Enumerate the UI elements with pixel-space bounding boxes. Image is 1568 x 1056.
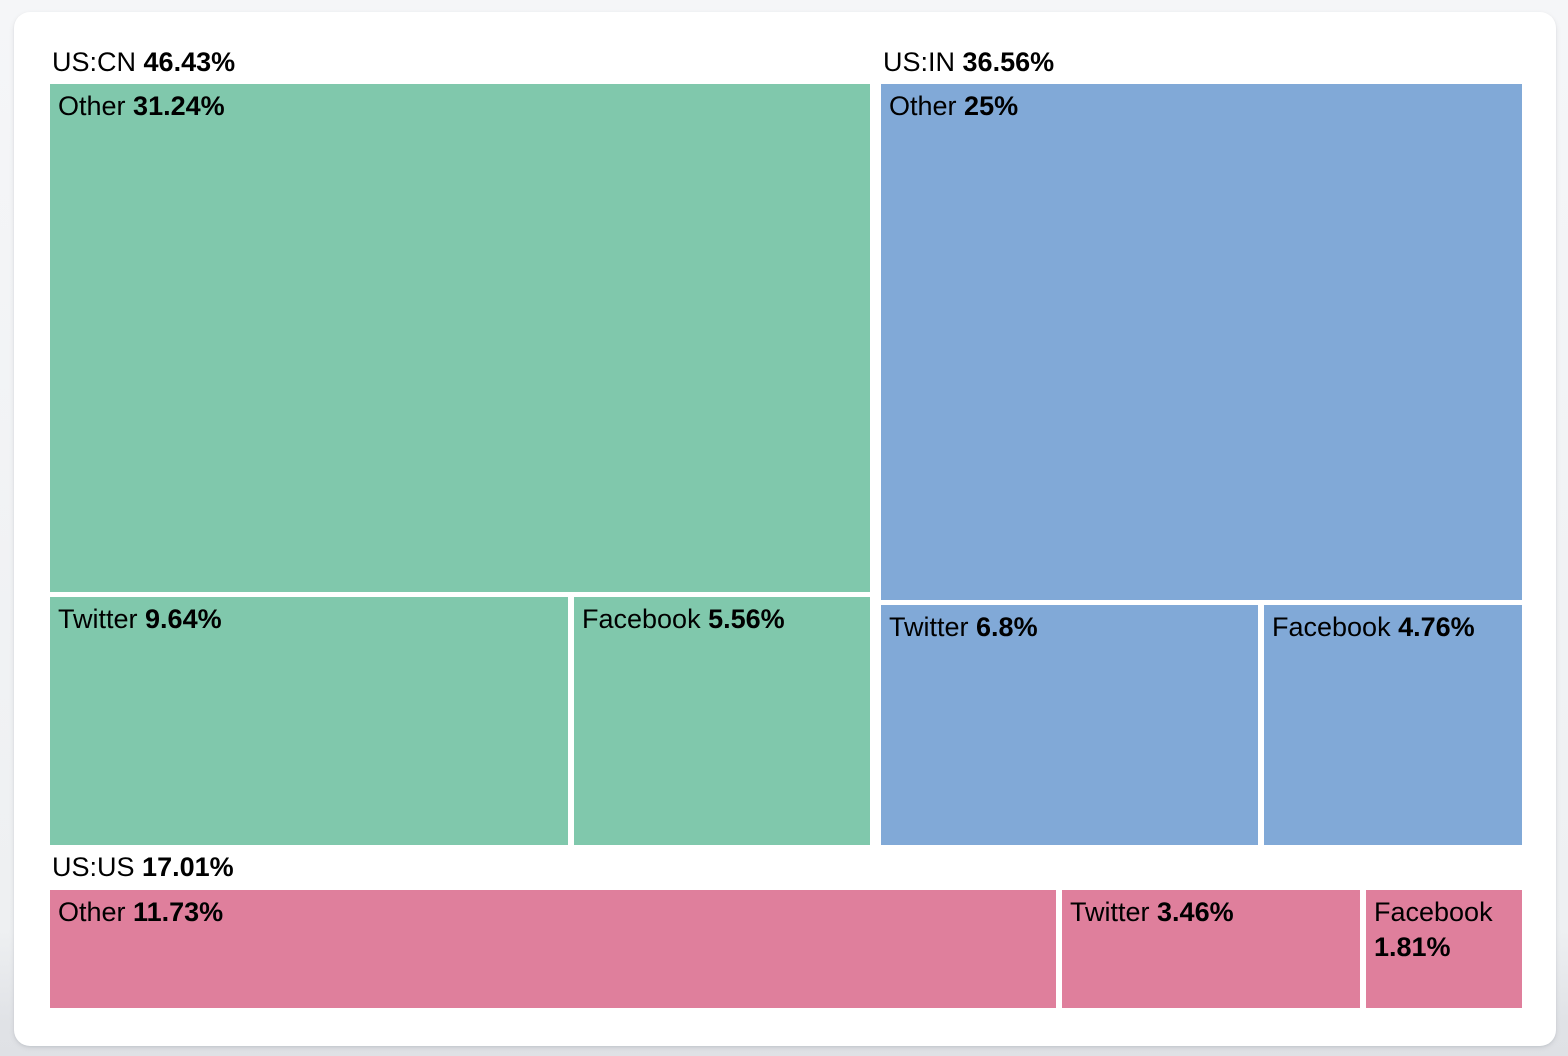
cell-name: Twitter xyxy=(889,612,969,642)
cell-label: Twitter 9.64% xyxy=(50,597,568,642)
cell-label: Twitter 6.8% xyxy=(881,605,1258,650)
cell-value: 5.56% xyxy=(708,604,785,634)
group-value: 46.43% xyxy=(143,47,236,77)
cell-label: Facebook 4.76% xyxy=(1264,605,1522,650)
cell-label: Other 25% xyxy=(881,84,1522,129)
group-label-us-us: US:US 17.01% xyxy=(52,850,234,884)
group-name: US:IN xyxy=(883,47,956,77)
group-name: US:CN xyxy=(52,47,137,77)
cell-value: 4.76% xyxy=(1398,612,1475,642)
treemap-cell-us-cn-facebook[interactable]: Facebook 5.56% xyxy=(574,597,870,845)
cell-name: Twitter xyxy=(1070,897,1150,927)
cell-name: Facebook xyxy=(582,604,701,634)
treemap-cell-us-in-other[interactable]: Other 25% xyxy=(881,84,1522,600)
cell-value: 3.46% xyxy=(1157,897,1234,927)
cell-label: Other 11.73% xyxy=(50,890,1056,935)
group-value: 17.01% xyxy=(142,852,234,882)
treemap-cell-us-us-facebook[interactable]: Facebook 1.81% xyxy=(1366,890,1522,1008)
cell-name: Facebook xyxy=(1272,612,1391,642)
treemap-cell-us-us-twitter[interactable]: Twitter 3.46% xyxy=(1062,890,1360,1008)
cell-name: Other xyxy=(58,91,126,121)
cell-value: 31.24% xyxy=(133,91,225,121)
cell-name: Facebook xyxy=(1374,897,1493,927)
cell-name: Other xyxy=(889,91,957,121)
cell-name: Twitter xyxy=(58,604,138,634)
cell-value: 6.8% xyxy=(976,612,1038,642)
treemap-cell-us-cn-other[interactable]: Other 31.24% xyxy=(50,84,870,592)
cell-value: 25% xyxy=(964,91,1019,121)
cell-label: Facebook 5.56% xyxy=(574,597,870,642)
cell-label: Twitter 3.46% xyxy=(1062,890,1360,935)
cell-value: 9.64% xyxy=(145,604,222,634)
group-label-us-in: US:IN 36.56% xyxy=(883,45,1054,79)
group-label-us-cn: US:CN 46.43% xyxy=(52,45,235,79)
treemap-cell-us-in-facebook[interactable]: Facebook 4.76% xyxy=(1264,605,1522,845)
treemap-cell-us-in-twitter[interactable]: Twitter 6.8% xyxy=(881,605,1258,845)
group-value: 36.56% xyxy=(962,47,1055,77)
treemap-cell-us-us-other[interactable]: Other 11.73% xyxy=(50,890,1056,1008)
cell-label: Other 31.24% xyxy=(50,84,870,129)
cell-value: 11.73% xyxy=(133,897,224,927)
cell-value: 1.81% xyxy=(1374,932,1451,962)
group-name: US:US xyxy=(52,852,135,882)
treemap-cell-us-cn-twitter[interactable]: Twitter 9.64% xyxy=(50,597,568,845)
cell-name: Other xyxy=(58,897,126,927)
cell-label: Facebook 1.81% xyxy=(1366,890,1522,970)
